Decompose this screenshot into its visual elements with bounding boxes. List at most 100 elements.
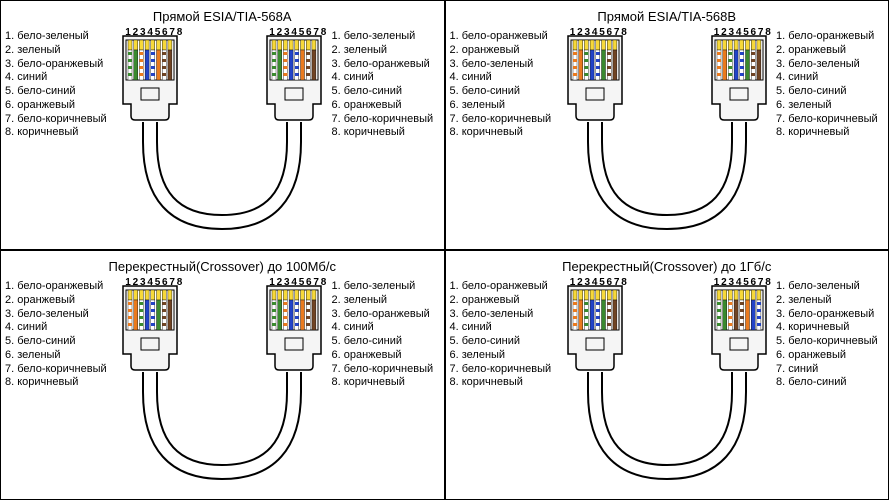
wire-label: 4. синий bbox=[332, 321, 440, 335]
wire-label: 8. коричневый bbox=[450, 126, 558, 140]
wire-label: 5. бело-синий bbox=[332, 335, 440, 349]
wire-label: 6. оранжевый bbox=[776, 349, 884, 363]
wire-label: 7. бело-коричневый bbox=[5, 363, 113, 377]
pin-numbers: 12345678 bbox=[714, 27, 773, 38]
rj45-plug-right: 12345678 bbox=[704, 280, 774, 380]
connector-area: 12345678 12345678 bbox=[558, 30, 777, 130]
wire-label: 1. бело-оранжевый bbox=[776, 30, 884, 44]
wire-label: 5. бело-синий bbox=[5, 85, 113, 99]
connector-area: 12345678 12345678 bbox=[558, 280, 777, 380]
wire-label: 6. оранжевый bbox=[332, 349, 440, 363]
wiring-panel: Прямой ESIA/TIA-568A1. бело-зеленый2. зе… bbox=[0, 0, 445, 250]
panel-title: Перекрестный(Crossover) до 1Гб/с bbox=[450, 259, 885, 274]
wire-label: 7. бело-коричневый bbox=[450, 113, 558, 127]
wire-label: 4. синий bbox=[332, 71, 440, 85]
rj45-plug-left: 12345678 bbox=[560, 280, 630, 380]
wire-label: 4. синий bbox=[5, 321, 113, 335]
wire-label: 1. бело-оранжевый bbox=[450, 30, 558, 44]
wire-label: 2. оранжевый bbox=[776, 44, 884, 58]
wire-label: 4. синий bbox=[450, 321, 558, 335]
wire-label: 7. бело-коричневый bbox=[776, 113, 884, 127]
wire-label: 8. коричневый bbox=[332, 126, 440, 140]
wire-label: 2. оранжевый bbox=[5, 294, 113, 308]
wire-label: 6. оранжевый bbox=[5, 99, 113, 113]
wire-label: 5. бело-синий bbox=[450, 85, 558, 99]
wire-label: 7. синий bbox=[776, 363, 884, 377]
pin-numbers: 12345678 bbox=[269, 277, 328, 288]
wire-label: 3. бело-зеленый bbox=[450, 308, 558, 322]
wire-label: 3. бело-оранжевый bbox=[776, 308, 884, 322]
wire-label: 3. бело-зеленый bbox=[450, 58, 558, 72]
wire-label: 7. бело-коричневый bbox=[450, 363, 558, 377]
wire-label: 8. коричневый bbox=[450, 376, 558, 390]
wire-label: 5. бело-коричневый bbox=[776, 335, 884, 349]
right-wire-list: 1. бело-зеленый2. зеленый3. бело-оранжев… bbox=[332, 280, 440, 390]
wire-label: 7. бело-коричневый bbox=[332, 363, 440, 377]
wire-label: 6. зеленый bbox=[776, 99, 884, 113]
rj45-plug-left: 12345678 bbox=[560, 30, 630, 130]
wiring-panel: Перекрестный(Crossover) до 100Мб/с 1. бел… bbox=[0, 250, 445, 500]
wire-label: 7. бело-коричневый bbox=[5, 113, 113, 127]
wire-label: 1. бело-зеленый bbox=[5, 30, 113, 44]
connector-area: 12345678 12345678 bbox=[113, 280, 332, 380]
wire-label: 3. бело-зеленый bbox=[5, 308, 113, 322]
wire-label: 2. зеленый bbox=[776, 294, 884, 308]
panel-title: Прямой ESIA/TIA-568B bbox=[450, 9, 885, 24]
wire-label: 8. коричневый bbox=[332, 376, 440, 390]
wire-label: 5. бело-синий bbox=[776, 85, 884, 99]
panel-title: Прямой ESIA/TIA-568A bbox=[5, 9, 440, 24]
wire-label: 1. бело-зеленый bbox=[332, 280, 440, 294]
wire-label: 4. коричневый bbox=[776, 321, 884, 335]
wire-label: 8. коричневый bbox=[5, 376, 113, 390]
rj45-plug-left: 12345678 bbox=[115, 30, 185, 130]
right-wire-list: 1. бело-зеленый2. зеленый3. бело-оранжев… bbox=[332, 30, 440, 140]
left-wire-list: 1. бело-оранжевый2. оранжевый3. бело-зел… bbox=[5, 280, 113, 390]
right-wire-list: 1. бело-оранжевый2. оранжевый3. бело-зел… bbox=[776, 30, 884, 140]
wire-label: 8. коричневый bbox=[776, 126, 884, 140]
wire-label: 8. бело-синий bbox=[776, 376, 884, 390]
patch-cable-icon bbox=[567, 372, 767, 497]
wire-label: 4. синий bbox=[776, 71, 884, 85]
wire-label: 7. бело-коричневый bbox=[332, 113, 440, 127]
wiring-panel: Прямой ESIA/TIA-568B1. бело-оранжевый2. … bbox=[445, 0, 889, 250]
rj45-plug-left: 12345678 bbox=[115, 280, 185, 380]
wire-label: 1. бело-зеленый bbox=[332, 30, 440, 44]
wire-label: 6. зеленый bbox=[5, 349, 113, 363]
pin-numbers: 12345678 bbox=[269, 27, 328, 38]
wire-label: 1. бело-зеленый bbox=[776, 280, 884, 294]
wire-label: 5. бело-синий bbox=[450, 335, 558, 349]
rj45-plug-right: 12345678 bbox=[704, 30, 774, 130]
wire-label: 3. бело-оранжевый bbox=[332, 58, 440, 72]
rj45-plug-right: 12345678 bbox=[259, 30, 329, 130]
pin-numbers: 12345678 bbox=[570, 277, 629, 288]
pin-numbers: 12345678 bbox=[125, 27, 184, 38]
right-wire-list: 1. бело-зеленый2. зеленый3. бело-оранжев… bbox=[776, 280, 884, 390]
wire-label: 8. коричневый bbox=[5, 126, 113, 140]
wire-label: 4. синий bbox=[450, 71, 558, 85]
pin-numbers: 12345678 bbox=[125, 277, 184, 288]
left-wire-list: 1. бело-оранжевый2. оранжевый3. бело-зел… bbox=[450, 280, 558, 390]
wire-label: 3. бело-оранжевый bbox=[5, 58, 113, 72]
wire-label: 1. бело-оранжевый bbox=[450, 280, 558, 294]
wire-label: 6. зеленый bbox=[450, 349, 558, 363]
wire-label: 1. бело-оранжевый bbox=[5, 280, 113, 294]
left-wire-list: 1. бело-зеленый2. зеленый3. бело-оранжев… bbox=[5, 30, 113, 140]
patch-cable-icon bbox=[122, 372, 322, 497]
wiring-panel: Перекрестный(Crossover) до 1Гб/с 1. бело-… bbox=[445, 250, 889, 500]
left-wire-list: 1. бело-оранжевый2. оранжевый3. бело-зел… bbox=[450, 30, 558, 140]
panel-title: Перекрестный(Crossover) до 100Мб/с bbox=[5, 259, 440, 274]
wire-label: 2. оранжевый bbox=[450, 44, 558, 58]
wire-label: 6. оранжевый bbox=[332, 99, 440, 113]
wire-label: 5. бело-синий bbox=[5, 335, 113, 349]
wire-label: 2. оранжевый bbox=[450, 294, 558, 308]
rj45-plug-right: 12345678 bbox=[259, 280, 329, 380]
wire-label: 5. бело-синий bbox=[332, 85, 440, 99]
patch-cable-icon bbox=[567, 122, 767, 247]
wire-label: 2. зеленый bbox=[332, 294, 440, 308]
connector-area: 12345678 12345678 bbox=[113, 30, 332, 130]
wire-label: 6. зеленый bbox=[450, 99, 558, 113]
pin-numbers: 12345678 bbox=[570, 27, 629, 38]
wire-label: 2. зеленый bbox=[5, 44, 113, 58]
wire-label: 3. бело-зеленый bbox=[776, 58, 884, 72]
wire-label: 4. синий bbox=[5, 71, 113, 85]
